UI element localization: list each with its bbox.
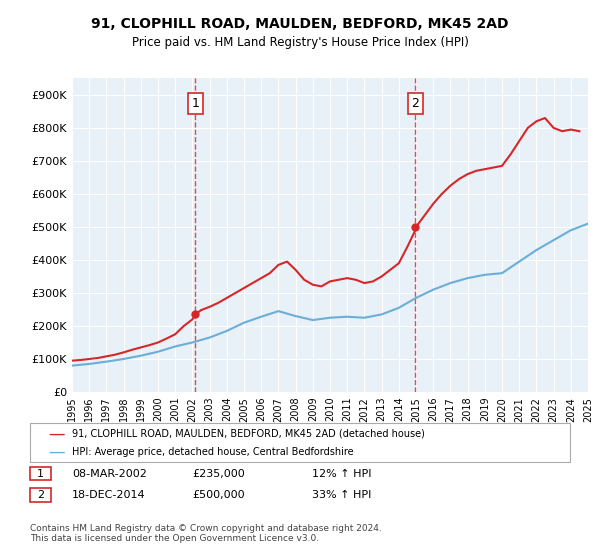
Text: Contains HM Land Registry data © Crown copyright and database right 2024.
This d: Contains HM Land Registry data © Crown c… — [30, 524, 382, 543]
Text: 2: 2 — [412, 97, 419, 110]
Text: 1: 1 — [37, 469, 44, 479]
Text: 18-DEC-2014: 18-DEC-2014 — [72, 490, 146, 500]
Text: 1: 1 — [191, 97, 199, 110]
Text: 91, CLOPHILL ROAD, MAULDEN, BEDFORD, MK45 2AD (detached house): 91, CLOPHILL ROAD, MAULDEN, BEDFORD, MK4… — [72, 429, 425, 439]
Text: 33% ↑ HPI: 33% ↑ HPI — [312, 490, 371, 500]
Text: £235,000: £235,000 — [192, 469, 245, 479]
Text: £500,000: £500,000 — [192, 490, 245, 500]
Text: 08-MAR-2002: 08-MAR-2002 — [72, 469, 147, 479]
Text: Price paid vs. HM Land Registry's House Price Index (HPI): Price paid vs. HM Land Registry's House … — [131, 36, 469, 49]
Text: 91, CLOPHILL ROAD, MAULDEN, BEDFORD, MK45 2AD: 91, CLOPHILL ROAD, MAULDEN, BEDFORD, MK4… — [91, 17, 509, 31]
Text: —: — — [48, 425, 65, 443]
Text: —: — — [48, 443, 65, 461]
Text: HPI: Average price, detached house, Central Bedfordshire: HPI: Average price, detached house, Cent… — [72, 447, 353, 457]
Text: 2: 2 — [37, 490, 44, 500]
Text: 12% ↑ HPI: 12% ↑ HPI — [312, 469, 371, 479]
